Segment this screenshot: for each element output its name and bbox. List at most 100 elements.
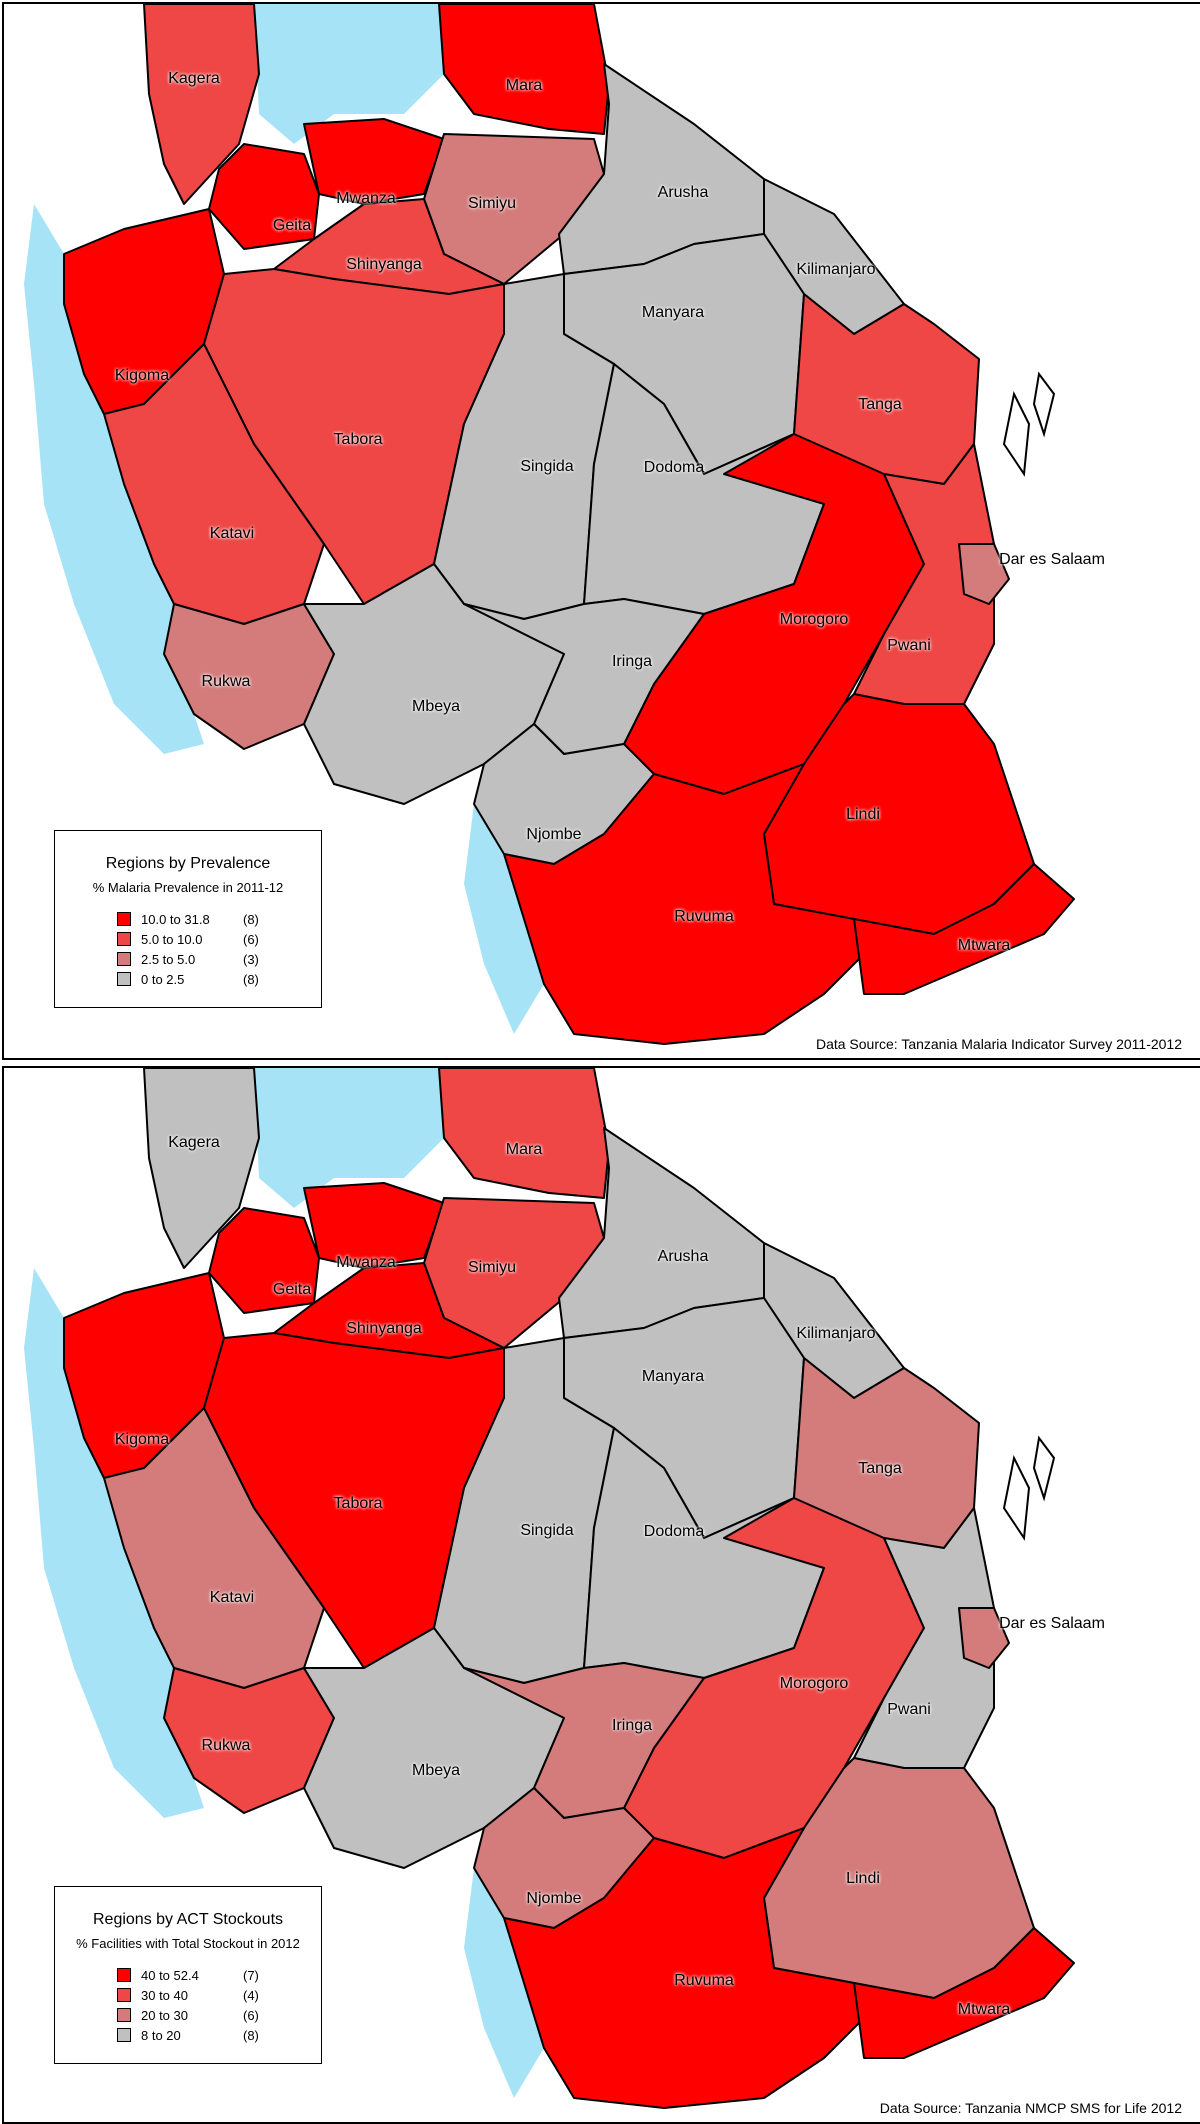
legend-range: 0 to 2.5 <box>141 971 185 987</box>
region-ruvuma <box>503 763 865 1045</box>
legend-count: (8) <box>243 971 259 987</box>
prevalence-map <box>24 4 1075 1045</box>
region-label-simiyu: Simiyu <box>467 1259 517 1276</box>
legend-range: 8 to 20 <box>141 2027 181 2043</box>
region-label-iringa: Iringa <box>611 653 653 670</box>
legend-item: 20 to 30 (6) <box>117 2007 259 2023</box>
region-label-arusha: Arusha <box>657 184 709 201</box>
lake-victoria <box>254 4 444 144</box>
stockout-map-panel: Kagera Mara Geita Mwanza Simiyu Shinyanga Arus… <box>2 1066 1200 2124</box>
region-label-katavi: Katavi <box>209 1589 255 1606</box>
legend-swatch <box>117 932 131 946</box>
region-geita <box>208 1207 320 1314</box>
region-label-kagera: Kagera <box>168 70 220 87</box>
legend-count: (3) <box>243 951 259 967</box>
legend-count: (4) <box>243 1987 259 2003</box>
legend-range: 2.5 to 5.0 <box>141 951 196 967</box>
legend-swatch <box>117 952 131 966</box>
region-label-shinyanga: Shinyanga <box>346 1320 422 1337</box>
region-kagera <box>143 4 260 205</box>
legend-range: 40 to 52.4 <box>141 1967 199 1983</box>
region-label-iringa: Iringa <box>611 1717 653 1734</box>
region-label-rukwa: Rukwa <box>201 673 251 690</box>
region-mtwara <box>853 1927 1075 2059</box>
region-label-singida: Singida <box>520 1522 574 1539</box>
legend-subtitle: % Malaria Prevalence in 2011-12 <box>92 880 284 895</box>
region-label-dar-es-salaam: Dar es Salaam <box>999 1615 1105 1632</box>
island-outline <box>1032 1435 1056 1502</box>
region-label-tanga: Tanga <box>858 1460 902 1477</box>
region-label-kigoma: Kigoma <box>114 1431 170 1448</box>
legend-item: 0 to 2.5 (8) <box>117 971 259 987</box>
region-label-lindi: Lindi <box>846 1870 880 1887</box>
legend-title: Regions by Prevalence <box>105 855 271 872</box>
island-outline <box>1002 390 1031 477</box>
prevalence-legend: Regions by Prevalence % Malaria Prevalen… <box>54 830 322 1008</box>
region-label-kagera: Kagera <box>168 1134 220 1151</box>
legend-item: 10.0 to 31.8 (8) <box>117 911 259 927</box>
legend-range: 30 to 40 <box>141 1987 188 2003</box>
stockout-legend: Regions by ACT Stockouts % Facilities wi… <box>54 1886 322 2064</box>
island-outline <box>1002 1454 1031 1541</box>
legend-swatch <box>117 912 131 926</box>
region-label-ruvuma: Ruvuma <box>674 1972 734 1989</box>
region-mara <box>438 4 610 135</box>
region-geita <box>208 143 320 250</box>
region-label-dar-es-salaam: Dar es Salaam <box>999 551 1105 568</box>
legend-swatch <box>117 1988 131 2002</box>
region-label-mara: Mara <box>505 1141 543 1158</box>
region-label-mara: Mara <box>505 77 543 94</box>
region-label-geita: Geita <box>272 217 312 234</box>
region-label-kilimanjaro: Kilimanjaro <box>796 261 876 278</box>
lake-nyasa <box>464 804 544 1034</box>
region-mtwara <box>853 863 1075 995</box>
region-label-rukwa: Rukwa <box>201 1737 251 1754</box>
lake-victoria <box>254 1068 444 1208</box>
region-ruvuma <box>503 1827 865 2109</box>
region-label-katavi: Katavi <box>209 525 255 542</box>
region-iringa <box>463 1662 705 1819</box>
region-label-ruvuma: Ruvuma <box>674 908 734 925</box>
region-label-geita: Geita <box>272 1281 312 1298</box>
region-label-lindi: Lindi <box>846 806 880 823</box>
legend-range: 20 to 30 <box>141 2007 188 2023</box>
region-label-singida: Singida <box>520 458 574 475</box>
legend-subtitle: % Facilities with Total Stockout in 2012 <box>76 1936 300 1951</box>
legend-title: Regions by ACT Stockouts <box>92 1911 284 1928</box>
stockout-map <box>24 1068 1075 2109</box>
region-label-tanga: Tanga <box>858 396 902 413</box>
region-label-kilimanjaro: Kilimanjaro <box>796 1325 876 1342</box>
region-dar-es-salaam <box>958 1607 1010 1669</box>
legend-swatch <box>117 2028 131 2042</box>
legend-swatch <box>117 2008 131 2022</box>
lake-tanganyika <box>24 204 204 754</box>
island-outline <box>1032 371 1056 438</box>
region-label-njombe: Njombe <box>526 1890 582 1907</box>
region-label-shinyanga: Shinyanga <box>346 256 422 273</box>
legend-count: (8) <box>243 911 259 927</box>
region-label-mtwara: Mtwara <box>957 2001 1011 2018</box>
region-label-dodoma: Dodoma <box>643 1523 705 1540</box>
region-label-arusha: Arusha <box>657 1248 709 1265</box>
region-mara <box>438 1068 610 1199</box>
legend-count: (7) <box>243 1967 259 1983</box>
legend-range: 5.0 to 10.0 <box>141 931 203 947</box>
lake-tanganyika <box>24 1268 204 1818</box>
legend-item: 40 to 52.4 (7) <box>117 1967 259 1983</box>
region-mwanza <box>303 118 445 205</box>
data-source-note: Data Source: Tanzania Malaria Indicator … <box>815 1036 1182 1052</box>
legend-item: 5.0 to 10.0 (6) <box>117 931 259 947</box>
region-label-pwani: Pwani <box>887 637 931 654</box>
region-dar-es-salaam <box>958 543 1010 605</box>
region-label-tabora: Tabora <box>333 431 383 448</box>
region-label-pwani: Pwani <box>887 1701 931 1718</box>
legend-swatch <box>117 972 131 986</box>
legend-count: (6) <box>243 931 259 947</box>
region-label-morogoro: Morogoro <box>779 1675 849 1692</box>
prevalence-map-panel: Kagera Mara Geita Mwanza Simiyu Shinyanga Arus… <box>2 2 1200 1060</box>
region-label-tabora: Tabora <box>333 1495 383 1512</box>
region-label-mwanza: Mwanza <box>336 190 396 207</box>
lake-nyasa <box>464 1868 544 2098</box>
legend-count: (6) <box>243 2007 259 2023</box>
region-label-mbeya: Mbeya <box>411 1762 461 1779</box>
